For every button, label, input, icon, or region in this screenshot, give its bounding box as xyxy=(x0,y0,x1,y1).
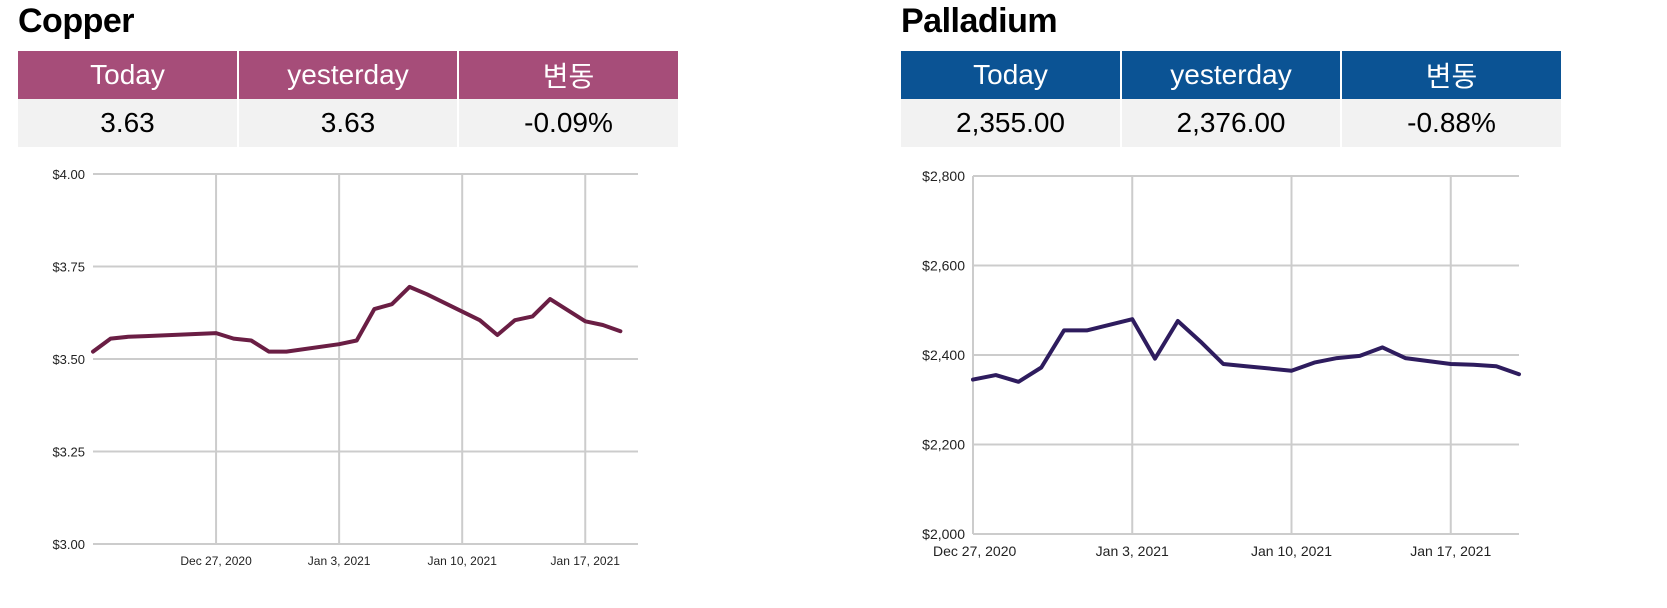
y-tick-label: $2,000 xyxy=(922,526,965,542)
value-change: -0.09% xyxy=(457,99,678,147)
header-yesterday: yesterday xyxy=(1120,51,1341,99)
panel-title: Copper xyxy=(18,2,135,40)
price-table-value-row: 3.63 3.63 -0.09% xyxy=(18,99,678,147)
palladium-panel: Palladium Today yesterday 변동 2,355.00 2,… xyxy=(893,0,1573,608)
x-tick-label: Jan 3, 2021 xyxy=(1096,543,1169,559)
value-change: -0.88% xyxy=(1340,99,1561,147)
x-tick-label: Jan 10, 2021 xyxy=(1251,543,1332,559)
x-tick-label: Dec 27, 2020 xyxy=(180,554,252,568)
price-table: Today yesterday 변동 2,355.00 2,376.00 -0.… xyxy=(901,51,1561,147)
y-tick-label: $4.00 xyxy=(52,167,85,182)
x-tick-label: Jan 17, 2021 xyxy=(551,554,621,568)
value-today: 3.63 xyxy=(18,99,238,147)
y-tick-label: $3.00 xyxy=(52,537,85,552)
y-tick-label: $2,400 xyxy=(922,347,965,363)
x-tick-label: Dec 27, 2020 xyxy=(933,543,1016,559)
series-line xyxy=(91,284,623,354)
y-tick-label: $2,600 xyxy=(922,258,965,274)
header-yesterday: yesterday xyxy=(237,51,458,99)
value-yesterday: 2,376.00 xyxy=(1120,99,1341,147)
copper-line-chart: $3.00 $3.25 $3.50 $3.75 $4.00 Dec 27, 2020 Jan… xyxy=(52,167,638,568)
palladium-line-chart: $2,000 $2,200 $2,400 $2,600 $2,800 Dec 27, 20… xyxy=(922,168,1521,559)
header-today: Today xyxy=(901,51,1121,99)
price-table-value-row: 2,355.00 2,376.00 -0.88% xyxy=(901,99,1561,147)
price-table-header-row: Today yesterday 변동 xyxy=(901,51,1561,99)
value-today: 2,355.00 xyxy=(901,99,1121,147)
value-yesterday: 3.63 xyxy=(237,99,458,147)
copper-panel: Copper Today yesterday 변동 3.63 3.63 -0.0… xyxy=(10,0,690,608)
y-tick-label: $2,200 xyxy=(922,437,965,453)
price-table: Today yesterday 변동 3.63 3.63 -0.09% xyxy=(18,51,678,147)
price-table-header-row: Today yesterday 변동 xyxy=(18,51,678,99)
x-tick-label: Jan 3, 2021 xyxy=(308,554,371,568)
y-tick-label: $3.50 xyxy=(52,352,85,367)
y-tick-label: $3.75 xyxy=(52,260,85,275)
header-change: 변동 xyxy=(1340,51,1561,99)
panel-title: Palladium xyxy=(901,2,1058,40)
header-change: 변동 xyxy=(457,51,678,99)
x-tick-label: Jan 10, 2021 xyxy=(427,554,497,568)
x-tick-label: Jan 17, 2021 xyxy=(1410,543,1491,559)
y-tick-label: $2,800 xyxy=(922,168,965,184)
y-tick-label: $3.25 xyxy=(52,445,85,460)
series-line xyxy=(971,317,1521,384)
header-today: Today xyxy=(18,51,238,99)
